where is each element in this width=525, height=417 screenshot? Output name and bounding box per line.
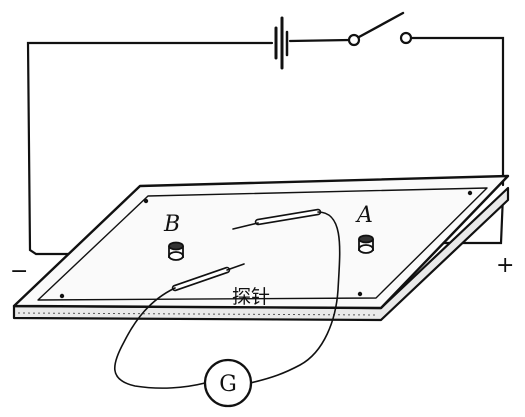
galvanometer-icon: G	[203, 358, 253, 408]
wire-switch-to-right	[405, 36, 505, 187]
wire-battery-to-switch	[288, 38, 352, 43]
battery-icon	[274, 16, 289, 70]
electrode-b-label: B	[163, 212, 180, 237]
probe-upper	[232, 208, 322, 230]
board-pins	[59, 190, 473, 299]
electrode-b	[168, 241, 184, 261]
electrode-a	[358, 234, 374, 254]
positive-terminal-label: +	[496, 253, 514, 278]
probe-leads	[113, 211, 341, 389]
electrode-a-label: A	[355, 203, 373, 228]
switch-icon	[347, 11, 413, 47]
negative-terminal-label: −	[10, 259, 28, 284]
probe-lower	[171, 263, 245, 292]
conductive-board	[12, 174, 510, 322]
probe-label: 探针	[232, 286, 270, 308]
galvanometer-label: G	[219, 372, 237, 397]
